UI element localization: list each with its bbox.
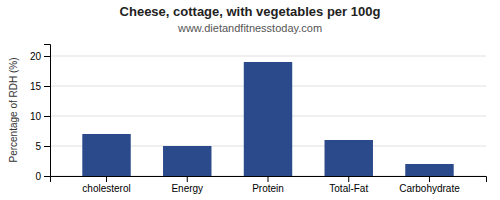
bar [82,134,130,176]
x-tick-mark [348,176,349,182]
x-tick: Energy [171,176,203,194]
chart-subtitle: www.dietandfitnesstoday.com [177,22,322,34]
y-tick-mark [44,146,50,147]
chart-title: Cheese, cottage, with vegetables per 100… [120,4,381,19]
y-tick: 5 [35,141,50,152]
y-tick-label: 15 [30,81,42,92]
x-axis: cholesterol Energy Protein Total-Fat Carbohy… [51,176,487,194]
bars [82,62,453,176]
grid [50,56,486,176]
bar [405,164,453,176]
y-tick: 10 [30,111,50,122]
x-tick: Protein [252,176,284,194]
grid-line [50,56,486,57]
x-tick-label: cholesterol [82,183,130,194]
x-tick-label: Total-Fat [329,183,368,194]
y-tick-label: 5 [35,141,41,152]
y-tick-label: 0 [35,171,41,182]
x-tick-label: Energy [171,183,203,194]
y-tick-mark [44,56,50,57]
y-axis-title: Percentage of RDH (%) [8,57,19,162]
x-tick-label: Protein [252,183,284,194]
y-tick-mark [44,86,50,87]
x-tick: Total-Fat [329,176,368,194]
bar [163,146,211,176]
y-axis-line [44,45,51,177]
y-tick: 0 [35,171,50,182]
y-axis: 0 5 10 15 20 [30,45,51,182]
y-tick: 15 [30,81,50,92]
y-tick-label: 10 [30,111,42,122]
x-tick-mark [106,176,107,182]
x-tick-mark [187,176,188,182]
y-tick-mark [44,176,50,177]
x-tick: cholesterol [82,176,130,194]
bar [325,140,373,176]
x-axis-line [51,177,487,183]
chart-container: 0 5 10 15 20 cholesterol Energy Protein Total-Fa… [0,0,500,200]
x-tick-mark [268,176,269,182]
x-tick-mark [429,176,430,182]
x-tick-label: Carbohydrate [399,183,460,194]
chart-svg: 0 5 10 15 20 cholesterol Energy Protein Total-Fa… [0,0,500,200]
bar [244,62,292,176]
y-tick: 20 [30,51,50,62]
x-tick: Carbohydrate [399,176,460,194]
y-tick-mark [44,116,50,117]
y-tick-label: 20 [30,51,42,62]
